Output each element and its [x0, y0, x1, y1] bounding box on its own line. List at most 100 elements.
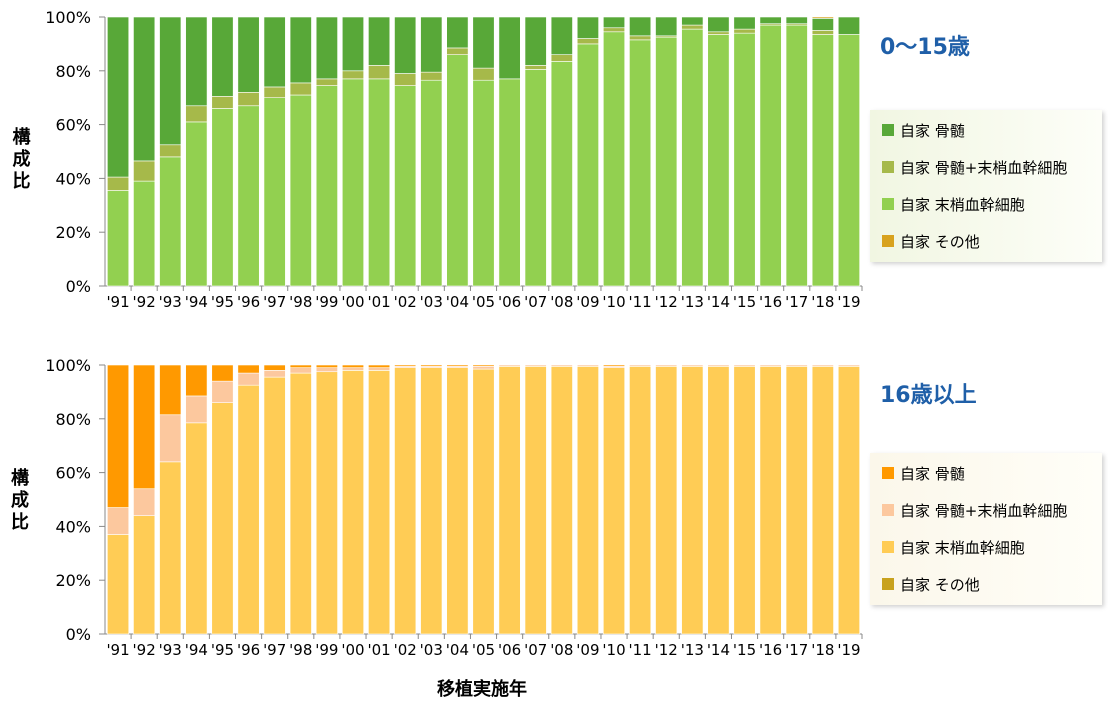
bar-segment-07-s0: [524, 366, 547, 635]
x-tick-label: '00: [341, 293, 364, 311]
x-tick-label: '18: [811, 641, 834, 659]
y-tick-label: 100%: [45, 356, 91, 375]
bar-segment-94-s2: [185, 16, 208, 107]
bar-segment-99-s0: [315, 85, 338, 287]
legend-box: [870, 110, 1102, 262]
bar-segment-08-s1: [550, 54, 573, 62]
bar-segment-92-s2: [133, 364, 156, 490]
x-tick-label: '95: [211, 641, 234, 659]
x-tick-label: '07: [524, 293, 547, 311]
bar-segment-00-s0: [341, 78, 364, 287]
bar-segment-93-s1: [159, 414, 182, 463]
bar-segment-09-s1: [576, 38, 599, 45]
x-tick-label: '93: [159, 293, 182, 311]
x-tick-label: '17: [785, 293, 808, 311]
bar-segment-04-s2: [446, 16, 469, 49]
bar-segment-98-s0: [289, 372, 312, 635]
x-tick-label: '01: [367, 293, 390, 311]
bar-segment-02-s2: [394, 16, 417, 74]
y-tick-label: 20%: [55, 571, 91, 590]
bar-segment-92-s2: [133, 16, 156, 162]
x-tick-label: '19: [837, 641, 860, 659]
bar-segment-92-s0: [133, 515, 156, 635]
bar-segment-93-s2: [159, 364, 182, 416]
y-tick-label: 100%: [45, 8, 91, 27]
x-tick-label: '96: [237, 293, 260, 311]
bar-segment-05-s1: [472, 67, 495, 81]
x-tick-label: '02: [394, 641, 417, 659]
x-tick-label: '93: [159, 641, 182, 659]
legend-swatch: [882, 504, 894, 516]
legend-label: 自家 末梢血幹細胞: [900, 539, 1025, 557]
bar-segment-07-s1: [524, 364, 547, 367]
bar-segment-10-s0: [603, 367, 626, 635]
bar-segment-97-s2: [263, 364, 286, 371]
bar-segment-18-s1: [811, 364, 834, 367]
bar-segment-14-s0: [707, 34, 730, 287]
x-tick-label: '97: [263, 293, 286, 311]
bar-segment-19-s1: [837, 364, 860, 367]
bar-segment-94-s1: [185, 395, 208, 424]
y-axis-label-young: 構成比: [10, 126, 31, 190]
bar-segment-91-s0: [107, 190, 130, 287]
bar-segment-06-s0: [498, 366, 521, 635]
bar-segment-01-s2: [368, 364, 391, 368]
bar-segment-18-s2: [811, 18, 834, 31]
bar-segment-99-s1: [315, 367, 338, 373]
x-tick-label: '15: [733, 293, 756, 311]
bar-segment-96-s1: [237, 372, 260, 386]
bar-segment-13-s0: [681, 28, 704, 287]
bar-segment-95-s0: [211, 402, 234, 635]
bar-segment-01-s2: [368, 16, 391, 66]
bar-segment-15-s2: [733, 16, 756, 30]
legend-label: 自家 骨髄: [900, 465, 965, 483]
x-tick-label: '02: [394, 293, 417, 311]
x-tick-label: '09: [576, 293, 599, 311]
bar-segment-96-s0: [237, 384, 260, 635]
x-tick-label: '19: [837, 293, 860, 311]
x-tick-label: '10: [602, 293, 625, 311]
bar-segment-09-s0: [576, 366, 599, 635]
bar-segment-94-s1: [185, 105, 208, 123]
x-tick-label: '17: [785, 641, 808, 659]
x-tick-label: '99: [315, 293, 338, 311]
x-tick-label: '01: [367, 641, 390, 659]
bar-segment-11-s0: [629, 39, 652, 287]
bar-segment-93-s1: [159, 144, 182, 158]
bar-segment-94-s0: [185, 422, 208, 635]
bar-segment-10-s1: [603, 27, 626, 33]
x-tick-label: '06: [498, 641, 521, 659]
bar-segment-97-s0: [263, 376, 286, 635]
legend-swatch: [882, 124, 894, 136]
bar-segment-96-s2: [237, 364, 260, 374]
legend-swatch: [882, 467, 894, 479]
bar-segment-93-s0: [159, 461, 182, 635]
x-tick-label: '03: [420, 293, 443, 311]
y-tick-label: 0%: [66, 277, 91, 296]
bar-segment-15-s1: [733, 364, 756, 367]
y-tick-label: 40%: [55, 517, 91, 536]
bar-segment-11-s1: [629, 35, 652, 41]
x-tick-label: '05: [472, 293, 495, 311]
bar-segment-99-s2: [315, 16, 338, 80]
x-tick-label: '04: [446, 641, 469, 659]
bar-segment-16-s0: [759, 24, 782, 287]
x-tick-label: '18: [811, 293, 834, 311]
x-axis-label: 移植実施年: [437, 678, 527, 700]
x-tick-label: '12: [655, 293, 678, 311]
bar-segment-92-s1: [133, 160, 156, 182]
bar-segment-96-s2: [237, 16, 260, 93]
bar-segment-95-s1: [211, 96, 234, 109]
bar-segment-15-s1: [733, 28, 756, 34]
bar-segment-93-s2: [159, 16, 182, 146]
bar-segment-05-s0: [472, 368, 495, 635]
bar-segment-03-s1: [420, 71, 443, 81]
bar-segment-92-s0: [133, 180, 156, 287]
bar-segment-10-s2: [603, 16, 626, 29]
bar-segment-09-s1: [576, 364, 599, 367]
x-tick-label: '98: [289, 293, 312, 311]
bar-segment-98-s1: [289, 367, 312, 374]
bar-segment-04-s2: [446, 364, 469, 367]
